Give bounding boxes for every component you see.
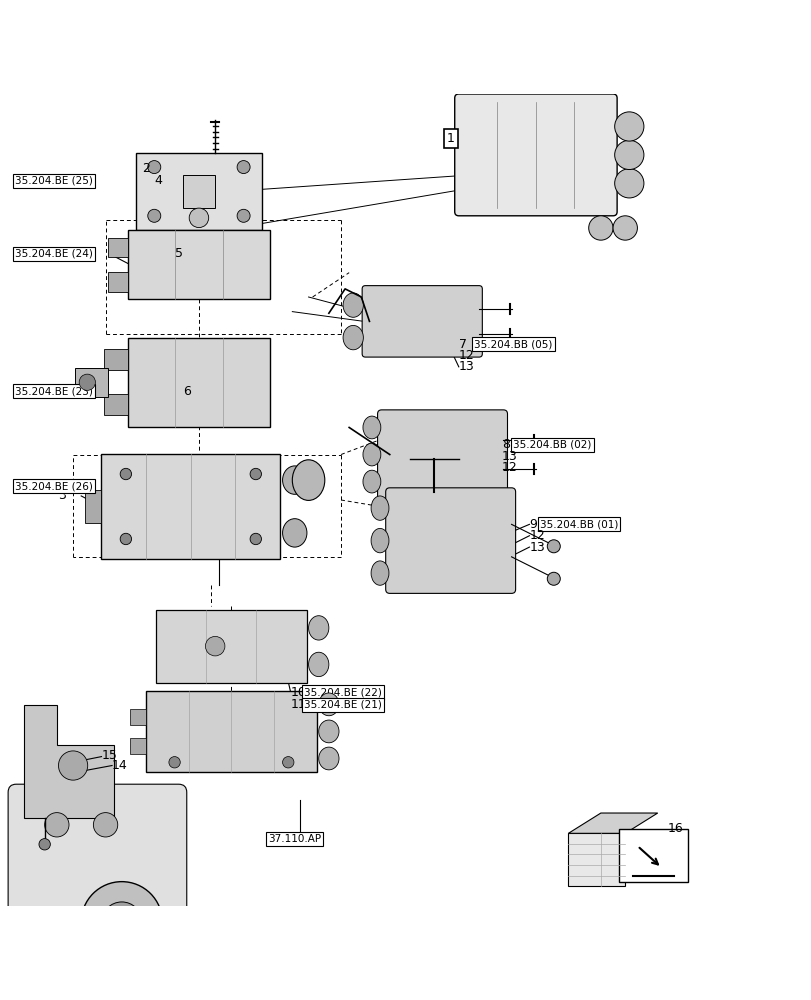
Circle shape	[250, 468, 261, 480]
Circle shape	[205, 636, 225, 656]
Text: 35.204.BE (26): 35.204.BE (26)	[15, 481, 92, 491]
Text: 35.204.BE (25): 35.204.BE (25)	[15, 176, 92, 186]
FancyBboxPatch shape	[8, 784, 187, 947]
Bar	[107, 238, 127, 257]
Text: 13: 13	[501, 450, 517, 463]
Ellipse shape	[318, 747, 338, 770]
FancyBboxPatch shape	[128, 338, 269, 427]
Circle shape	[614, 112, 643, 141]
Text: 9: 9	[529, 518, 537, 531]
Circle shape	[189, 208, 208, 228]
Bar	[104, 394, 127, 415]
Circle shape	[588, 216, 612, 240]
Bar	[104, 349, 127, 370]
Circle shape	[81, 882, 162, 963]
Text: 1: 1	[446, 132, 454, 145]
FancyBboxPatch shape	[135, 153, 261, 230]
Text: 35.204.BE (23): 35.204.BE (23)	[15, 386, 92, 396]
Ellipse shape	[342, 293, 363, 317]
Ellipse shape	[363, 470, 380, 493]
Circle shape	[282, 757, 294, 768]
Text: 35.204.BB (05): 35.204.BB (05)	[474, 339, 552, 349]
Circle shape	[169, 757, 180, 768]
Text: 10: 10	[290, 686, 307, 699]
Text: 3: 3	[58, 489, 67, 502]
Circle shape	[250, 533, 261, 545]
Text: 35.204.BB (02): 35.204.BB (02)	[513, 440, 591, 450]
Text: 35.204.BE (22): 35.204.BE (22)	[303, 687, 381, 697]
FancyBboxPatch shape	[101, 454, 280, 559]
Ellipse shape	[292, 460, 324, 500]
Text: 13: 13	[529, 541, 544, 554]
Ellipse shape	[342, 325, 363, 350]
FancyBboxPatch shape	[146, 691, 316, 772]
Text: 35.204.BE (24): 35.204.BE (24)	[15, 249, 92, 259]
Text: 12: 12	[501, 461, 517, 474]
Ellipse shape	[363, 416, 380, 439]
FancyBboxPatch shape	[454, 94, 616, 216]
Text: 35.204.BB (01): 35.204.BB (01)	[539, 519, 618, 529]
FancyBboxPatch shape	[385, 488, 515, 593]
Circle shape	[614, 169, 643, 198]
Ellipse shape	[308, 652, 328, 677]
Circle shape	[612, 216, 637, 240]
Circle shape	[237, 209, 250, 222]
Bar	[75, 368, 107, 397]
Text: 37.110.AP: 37.110.AP	[268, 834, 320, 844]
Bar	[130, 709, 146, 725]
FancyBboxPatch shape	[156, 610, 306, 683]
Circle shape	[58, 751, 88, 780]
Circle shape	[120, 533, 131, 545]
Ellipse shape	[371, 561, 388, 585]
Circle shape	[547, 572, 560, 585]
Text: 7: 7	[458, 338, 466, 351]
Bar	[618, 829, 687, 882]
Circle shape	[79, 374, 95, 390]
Ellipse shape	[318, 693, 338, 716]
Circle shape	[93, 813, 118, 837]
Text: 14: 14	[112, 759, 127, 772]
Bar	[130, 738, 146, 754]
Bar	[182, 175, 215, 208]
Text: 11: 11	[290, 698, 306, 711]
Ellipse shape	[371, 528, 388, 553]
FancyBboxPatch shape	[362, 286, 482, 357]
Circle shape	[547, 540, 560, 553]
Text: 2: 2	[142, 162, 150, 175]
Text: 16: 16	[667, 822, 682, 835]
Text: 4: 4	[154, 174, 162, 187]
Ellipse shape	[282, 519, 307, 547]
Polygon shape	[24, 705, 114, 818]
Circle shape	[101, 902, 142, 943]
Circle shape	[614, 140, 643, 170]
Polygon shape	[568, 813, 657, 833]
Text: 5: 5	[174, 247, 182, 260]
Text: 15: 15	[101, 749, 118, 762]
Text: 35.204.BE (21): 35.204.BE (21)	[303, 700, 381, 710]
Text: 8: 8	[501, 438, 509, 451]
Bar	[107, 272, 127, 292]
Circle shape	[120, 468, 131, 480]
Circle shape	[45, 813, 69, 837]
Text: 12: 12	[529, 529, 544, 542]
Circle shape	[148, 209, 161, 222]
Ellipse shape	[363, 443, 380, 466]
Ellipse shape	[308, 616, 328, 640]
Text: 6: 6	[182, 385, 191, 398]
Text: 13: 13	[458, 360, 474, 373]
Ellipse shape	[371, 496, 388, 520]
Bar	[85, 490, 101, 523]
Circle shape	[237, 161, 250, 174]
Bar	[568, 833, 624, 886]
Ellipse shape	[282, 466, 307, 494]
Circle shape	[148, 161, 161, 174]
Ellipse shape	[318, 720, 338, 743]
FancyBboxPatch shape	[377, 410, 507, 499]
FancyBboxPatch shape	[128, 230, 269, 299]
Circle shape	[39, 839, 50, 850]
Text: 12: 12	[458, 349, 474, 362]
